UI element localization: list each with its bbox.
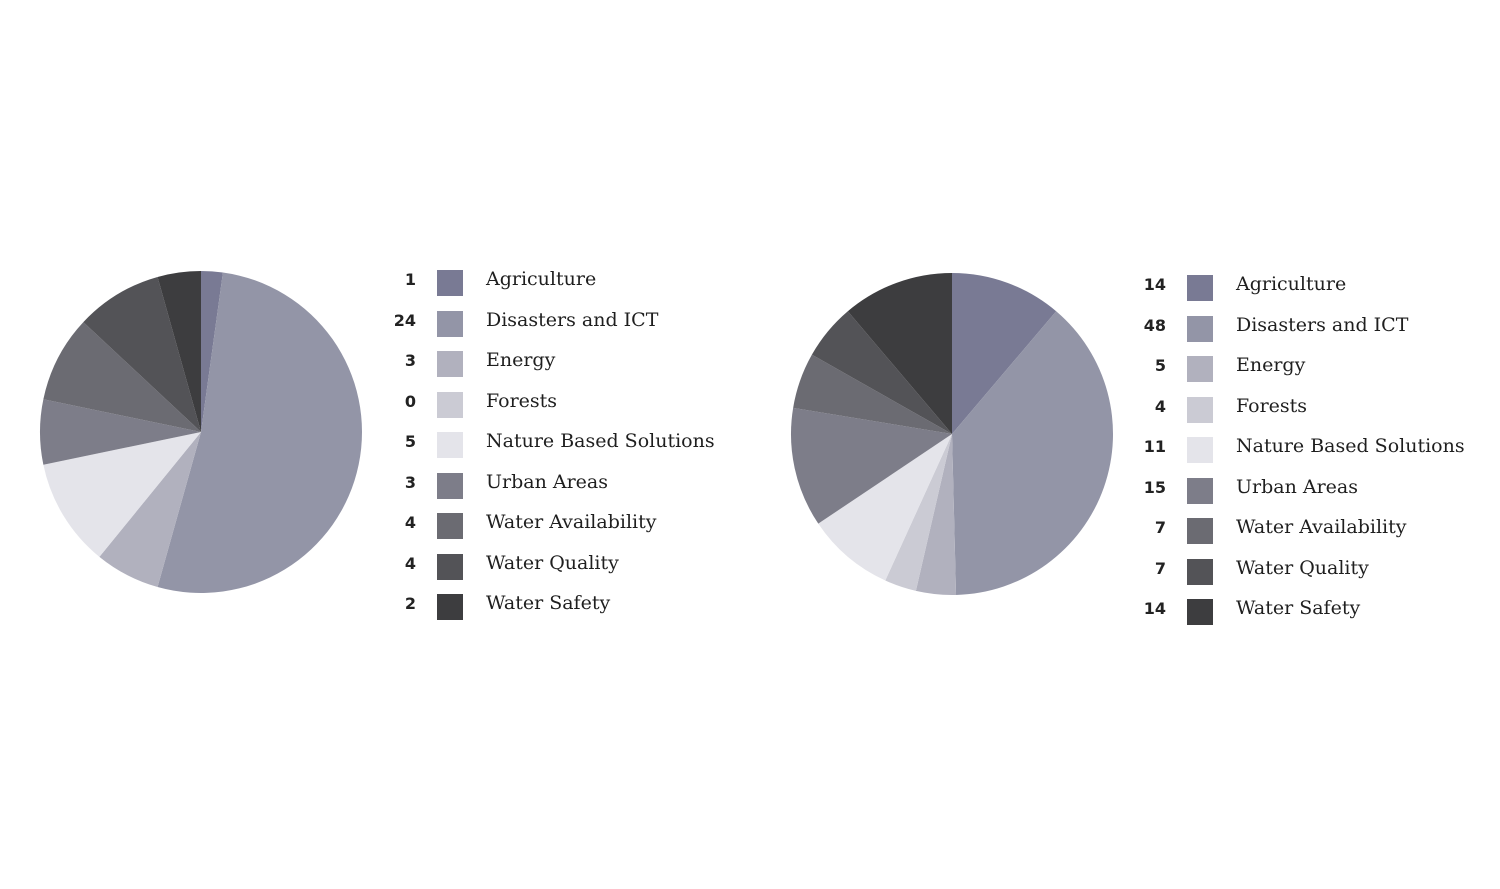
legend-swatch [1187,315,1213,342]
legend-item: 14 Agriculture [1128,269,1488,310]
legend-swatch [437,351,463,377]
pie-slice-disasters-and-ict [952,311,1113,595]
legend-item: 5 Energy [1128,350,1488,391]
legend-swatch [437,553,463,580]
pie-slice-urban-areas [791,407,952,524]
legend-swatch [437,594,463,620]
legend-value: 4 [1154,396,1166,416]
pie-slice-disasters-and-ict [157,272,362,593]
legend-item: 4 Forests [1128,391,1488,432]
legend-value: 7 [1154,558,1166,578]
legend-value: 2 [404,594,416,613]
legend-swatch [437,472,463,499]
legend-swatch [437,513,463,539]
legend-label: Energy [1236,354,1306,376]
legend-label: Energy [486,349,556,371]
legend-item: 15 Urban Areas [1128,472,1488,513]
legend-value: 3 [404,351,416,370]
pie-slice-water-safety [847,273,952,434]
legend-label: Forests [486,389,558,412]
legend-swatch [437,270,463,296]
legend-label: Water Availability [486,511,657,533]
legend-label: Nature Based Solutions [486,430,715,452]
legend-item: 14 Water Safety [1128,593,1488,634]
pie-slice-water-quality [83,276,201,432]
legend-swatch [1187,396,1213,423]
pie-slice-agriculture [952,273,1057,434]
legend-item: 11 Nature Based Solutions [1128,431,1488,472]
legend-swatch [437,432,463,458]
pie-chart-1 [39,271,362,593]
pie-slice-water-availability [793,354,952,434]
legend-swatch [1187,275,1213,301]
legend-value: 48 [1143,315,1166,335]
pie-slice-energy [99,432,201,588]
legend-label: Agriculture [486,268,597,290]
legend-value: 4 [404,513,416,532]
legend-item: 7 Water Availability [1128,512,1488,553]
legend-label: Disasters and ICT [1236,313,1409,336]
legend-value: 14 [1143,599,1166,618]
legend-item: 24 Disasters and ICT [378,305,738,346]
legend-2: 14 Agriculture 48 Disasters and ICT 5 Energy 4… [1128,269,1488,634]
legend-label: Forests [1236,394,1308,417]
legend-swatch [437,310,463,337]
pie-slice-nature-based-solutions [43,432,201,557]
legend-item: 4 Water Quality [378,548,738,589]
legend-item: 1 Agriculture [378,264,738,305]
legend-value: 5 [1154,356,1166,375]
legend-value: 1 [404,270,416,289]
legend-item: 48 Disasters and ICT [1128,310,1488,351]
legend-value: 3 [404,472,416,492]
legend-swatch [1187,558,1213,585]
legend-label: Water Quality [486,551,619,574]
legend-value: 11 [1143,437,1166,456]
legend-label: Urban Areas [1236,475,1358,498]
legend-swatch [1187,437,1213,463]
legend-item: 2 Water Safety [378,588,738,629]
legend-value: 14 [1143,275,1166,294]
legend-value: 15 [1143,477,1166,497]
legend-item: 3 Urban Areas [378,467,738,508]
legend-value: 7 [1154,518,1166,537]
pie-chart-2 [791,273,1113,595]
legend-label: Disasters and ICT [486,308,659,331]
legend-swatch [437,391,463,418]
pie-slice-nature-based-solutions [818,434,952,581]
pie-slice-forests [885,434,952,591]
legend-value: 24 [393,310,416,330]
legend-item: 0 Forests [378,386,738,427]
pie-slice-water-availability [43,322,201,432]
legend-value: 5 [404,432,416,451]
legend-label: Agriculture [1236,273,1347,295]
legend-label: Water Safety [486,592,611,614]
legend-value: 4 [404,553,416,573]
legend-item: 4 Water Availability [378,507,738,548]
pie-slice-energy [915,434,957,595]
pie-slice-water-quality [811,311,952,434]
legend-label: Urban Areas [486,470,608,493]
pie-slice-water-safety [157,271,201,432]
legend-item: 7 Water Quality [1128,553,1488,594]
legend-swatch [1187,518,1213,544]
pie-slice-urban-areas [39,399,201,465]
legend-1: 1 Agriculture 24 Disasters and ICT 3 Energy 0 F… [378,264,738,629]
legend-item: 3 Energy [378,345,738,386]
legend-label: Water Quality [1236,556,1369,579]
legend-value: 0 [404,391,416,411]
legend-swatch [1187,356,1213,382]
legend-swatch [1187,599,1213,625]
legend-label: Water Safety [1236,597,1361,619]
legend-label: Nature Based Solutions [1236,435,1465,457]
pie-slice-agriculture [201,271,223,432]
legend-swatch [1187,477,1213,504]
legend-label: Water Availability [1236,516,1407,538]
legend-item: 5 Nature Based Solutions [378,426,738,467]
